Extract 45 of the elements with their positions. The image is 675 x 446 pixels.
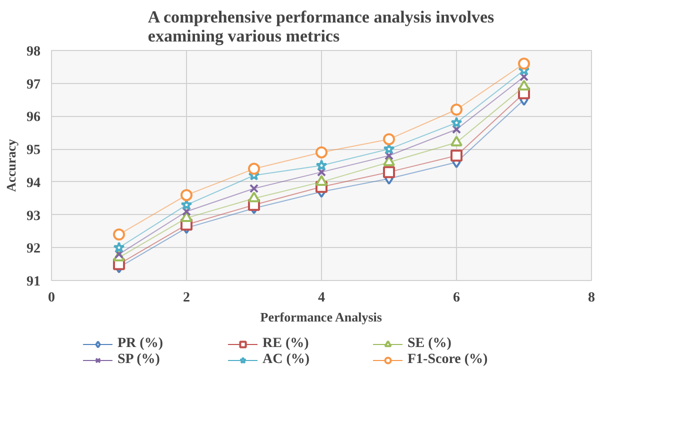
point <box>452 124 462 134</box>
legend-label: PR (%) <box>118 336 164 352</box>
point <box>248 192 260 202</box>
point <box>518 80 530 91</box>
point <box>316 168 326 177</box>
point <box>114 250 124 259</box>
point <box>113 228 125 240</box>
point <box>316 160 328 171</box>
point <box>450 104 462 116</box>
y-tick-label: 96 <box>26 110 40 126</box>
x-tick-label: 8 <box>588 290 595 306</box>
point <box>113 242 125 253</box>
point <box>450 116 462 128</box>
legend-label: RE (%) <box>262 336 310 352</box>
x-tick-label: 2 <box>183 290 190 306</box>
y-tick-label: 93 <box>26 208 40 224</box>
y-tick-label: 98 <box>26 44 40 60</box>
y-tick-label: 91 <box>26 274 40 290</box>
legend-label: SE (%) <box>408 336 452 352</box>
y-axis-title: Accuracy <box>4 138 18 192</box>
x-tick-label: 6 <box>453 290 460 306</box>
point <box>383 133 395 146</box>
legend-label: SP (%) <box>118 352 161 368</box>
chart-title: A comprehensive performance analysis involves examining various metrics <box>148 8 495 46</box>
point <box>182 206 192 216</box>
point <box>248 162 260 175</box>
point <box>316 146 328 158</box>
point <box>316 175 328 186</box>
legend-label: F1-Score (%) <box>408 352 489 368</box>
y-tick-label: 97 <box>26 77 40 92</box>
point <box>518 58 530 70</box>
point <box>249 184 259 194</box>
legend-label: AC (%) <box>262 352 311 368</box>
point <box>450 136 462 146</box>
x-axis-title: Performance Analysis <box>260 310 382 324</box>
y-tick-label: 94 <box>26 176 40 191</box>
x-tick-label: 0 <box>48 290 55 306</box>
x-tick-label: 4 <box>318 290 325 306</box>
y-tick-label: 92 <box>26 242 40 257</box>
point <box>519 72 529 82</box>
point <box>450 150 462 162</box>
y-tick-label: 95 <box>26 143 40 158</box>
point <box>383 166 395 178</box>
point <box>384 151 394 160</box>
point <box>180 189 192 202</box>
